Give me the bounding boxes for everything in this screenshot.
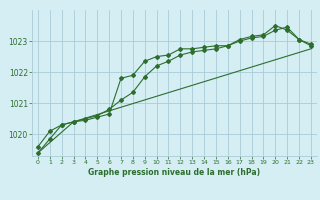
X-axis label: Graphe pression niveau de la mer (hPa): Graphe pression niveau de la mer (hPa) bbox=[88, 168, 260, 177]
